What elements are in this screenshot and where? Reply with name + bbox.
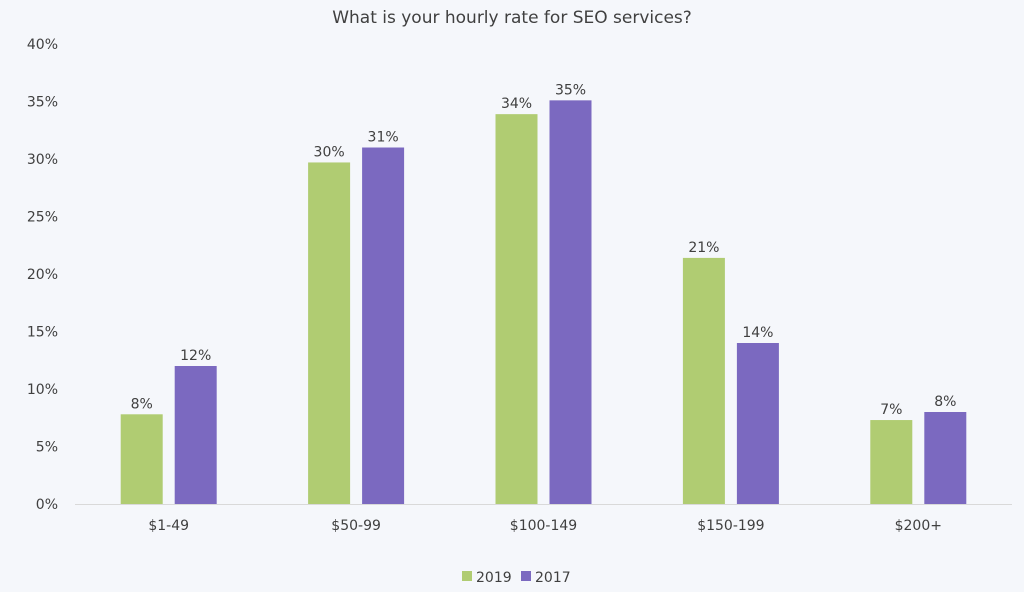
legend-swatch-2019 (462, 571, 472, 581)
bar-2019 (308, 162, 351, 504)
data-label: 35% (555, 82, 586, 98)
data-label: 30% (314, 144, 345, 160)
data-label: 8% (131, 396, 153, 412)
data-label: 12% (180, 348, 211, 364)
bar-2019 (870, 420, 913, 504)
legend-swatch-2017 (521, 571, 531, 581)
bar-2017 (174, 366, 217, 504)
data-label: 8% (934, 394, 956, 410)
bar-2019 (120, 414, 163, 504)
y-tick-label: 5% (36, 440, 58, 456)
x-tick-label: $200+ (895, 518, 942, 534)
y-tick-label: 40% (27, 37, 58, 53)
y-tick-label: 15% (27, 325, 58, 341)
y-tick-label: 35% (27, 95, 58, 111)
y-tick-label: 0% (36, 497, 58, 513)
bar-2017 (736, 343, 779, 504)
chart-title: What is your hourly rate for SEO service… (332, 8, 692, 28)
x-tick-label: $50-99 (331, 518, 381, 534)
bar-2017 (549, 100, 592, 504)
legend-label: 2019 (476, 570, 512, 586)
data-label: 31% (368, 130, 399, 146)
data-label: 21% (688, 240, 719, 256)
x-tick-label: $150-199 (697, 518, 764, 534)
bar-2019 (682, 257, 725, 504)
y-tick-label: 10% (27, 382, 58, 398)
bar-2017 (362, 147, 405, 504)
data-label: 14% (742, 325, 773, 341)
y-tick-label: 20% (27, 267, 58, 283)
x-tick-label: $1-49 (148, 518, 189, 534)
bar-2017 (924, 412, 967, 504)
y-tick-label: 30% (27, 152, 58, 168)
bar-2019 (495, 114, 538, 505)
data-label: 7% (880, 402, 902, 418)
data-label: 34% (501, 96, 532, 112)
y-tick-label: 25% (27, 210, 58, 226)
legend-label: 2017 (535, 570, 571, 586)
x-tick-label: $100-149 (510, 518, 577, 534)
